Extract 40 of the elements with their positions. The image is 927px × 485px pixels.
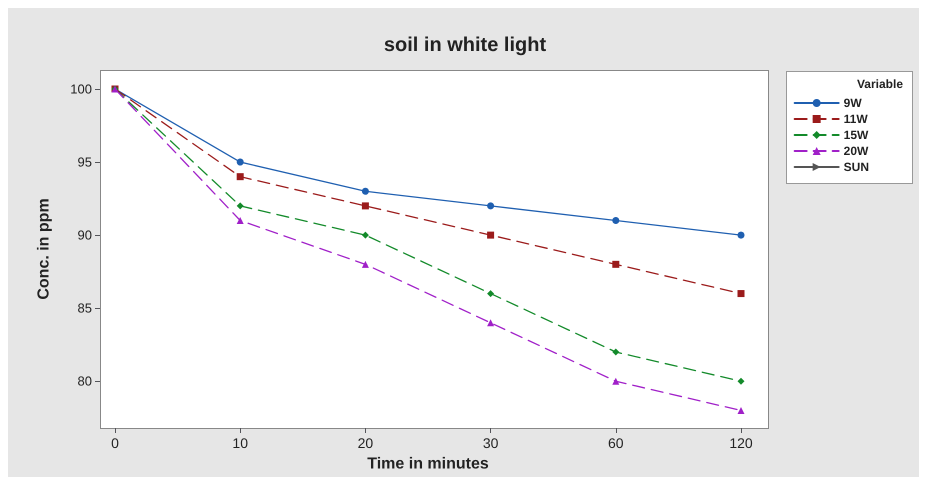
point: [362, 188, 369, 195]
point: [738, 378, 744, 385]
y-tick-label: 95: [78, 154, 92, 170]
x-tick-label: 10: [232, 435, 248, 451]
x-axis-title: Time in minutes: [367, 456, 489, 472]
point: [236, 202, 244, 210]
legend-label: 15W: [844, 128, 870, 142]
point: [738, 232, 744, 239]
x-tick-label: 120: [729, 435, 753, 451]
point: [738, 290, 744, 298]
point: [612, 217, 620, 224]
chart-title: soil in white light: [384, 34, 546, 56]
x-tick-label: 60: [608, 435, 624, 451]
y-tick-label: 90: [78, 228, 92, 243]
point: [487, 202, 494, 210]
point: [738, 406, 744, 414]
point: [236, 173, 244, 180]
y-tick-label: 100: [70, 81, 92, 96]
point: [362, 260, 369, 268]
point: [487, 290, 494, 298]
legend-label: 20W: [844, 144, 870, 158]
point: [362, 232, 369, 239]
legend-label: SUN: [844, 160, 870, 174]
point: [612, 260, 620, 268]
y-axis-title: Conc. in ppm: [36, 198, 52, 300]
x-tick-label: 20: [358, 435, 374, 451]
x-tick-label: 30: [482, 435, 499, 451]
point: [236, 158, 244, 166]
legend-title: Variable: [856, 77, 904, 91]
point: [612, 348, 620, 356]
point: [362, 202, 369, 210]
point: [487, 232, 494, 239]
x-tick-label: 0: [111, 435, 120, 451]
legend-label: 11W: [844, 112, 868, 126]
y-tick-label: 85: [78, 300, 92, 316]
y-tick-label: 80: [78, 374, 92, 389]
legend-label: 9W: [844, 96, 862, 110]
point: [236, 217, 244, 224]
point: [612, 378, 620, 385]
point: [487, 319, 494, 326]
